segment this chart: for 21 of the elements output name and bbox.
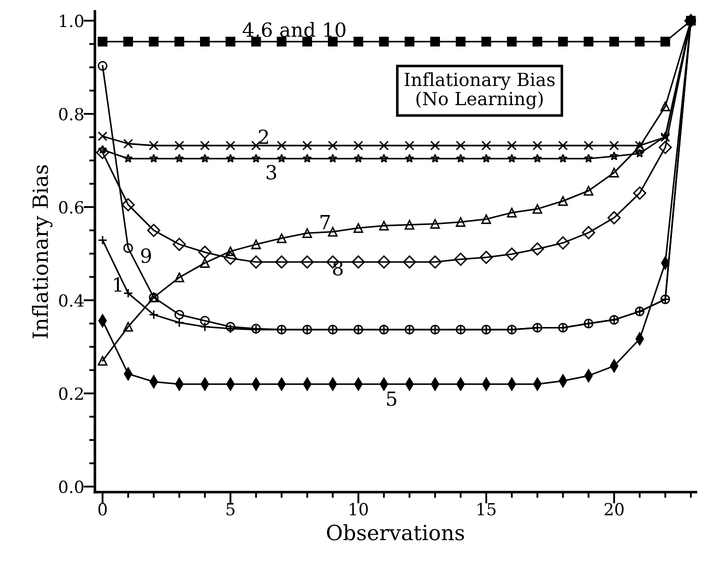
series-label: 1	[114, 277, 122, 292]
y-tick-label: 0.6	[59, 201, 84, 214]
x-axis-title: Observations	[326, 524, 464, 540]
x-tick-label: 20	[604, 502, 624, 516]
y-tick-label: 0.4	[59, 294, 84, 307]
x-tick-label: 0	[98, 502, 107, 516]
y-tick-label: 0.2	[59, 387, 83, 400]
x-tick-label: 15	[478, 502, 496, 516]
series-label: 5	[387, 392, 396, 406]
series-label: 9	[141, 248, 151, 264]
series-label: 2	[258, 130, 268, 144]
series-label: 3	[266, 164, 276, 180]
y-tick-label: 1.0	[60, 14, 84, 28]
y-tick-label: 0.8	[59, 108, 84, 120]
annotation: Inflationary Bias (No Learning)	[404, 72, 555, 110]
x-tick-label: 5	[226, 503, 234, 516]
x-tick-label: 10	[350, 502, 368, 516]
series-label: 7	[320, 215, 330, 230]
y-tick-label: 0.0	[59, 480, 84, 494]
y-axis-title: Inflationary Bias	[32, 165, 52, 338]
series-label: 4,6 and 10	[242, 22, 346, 40]
